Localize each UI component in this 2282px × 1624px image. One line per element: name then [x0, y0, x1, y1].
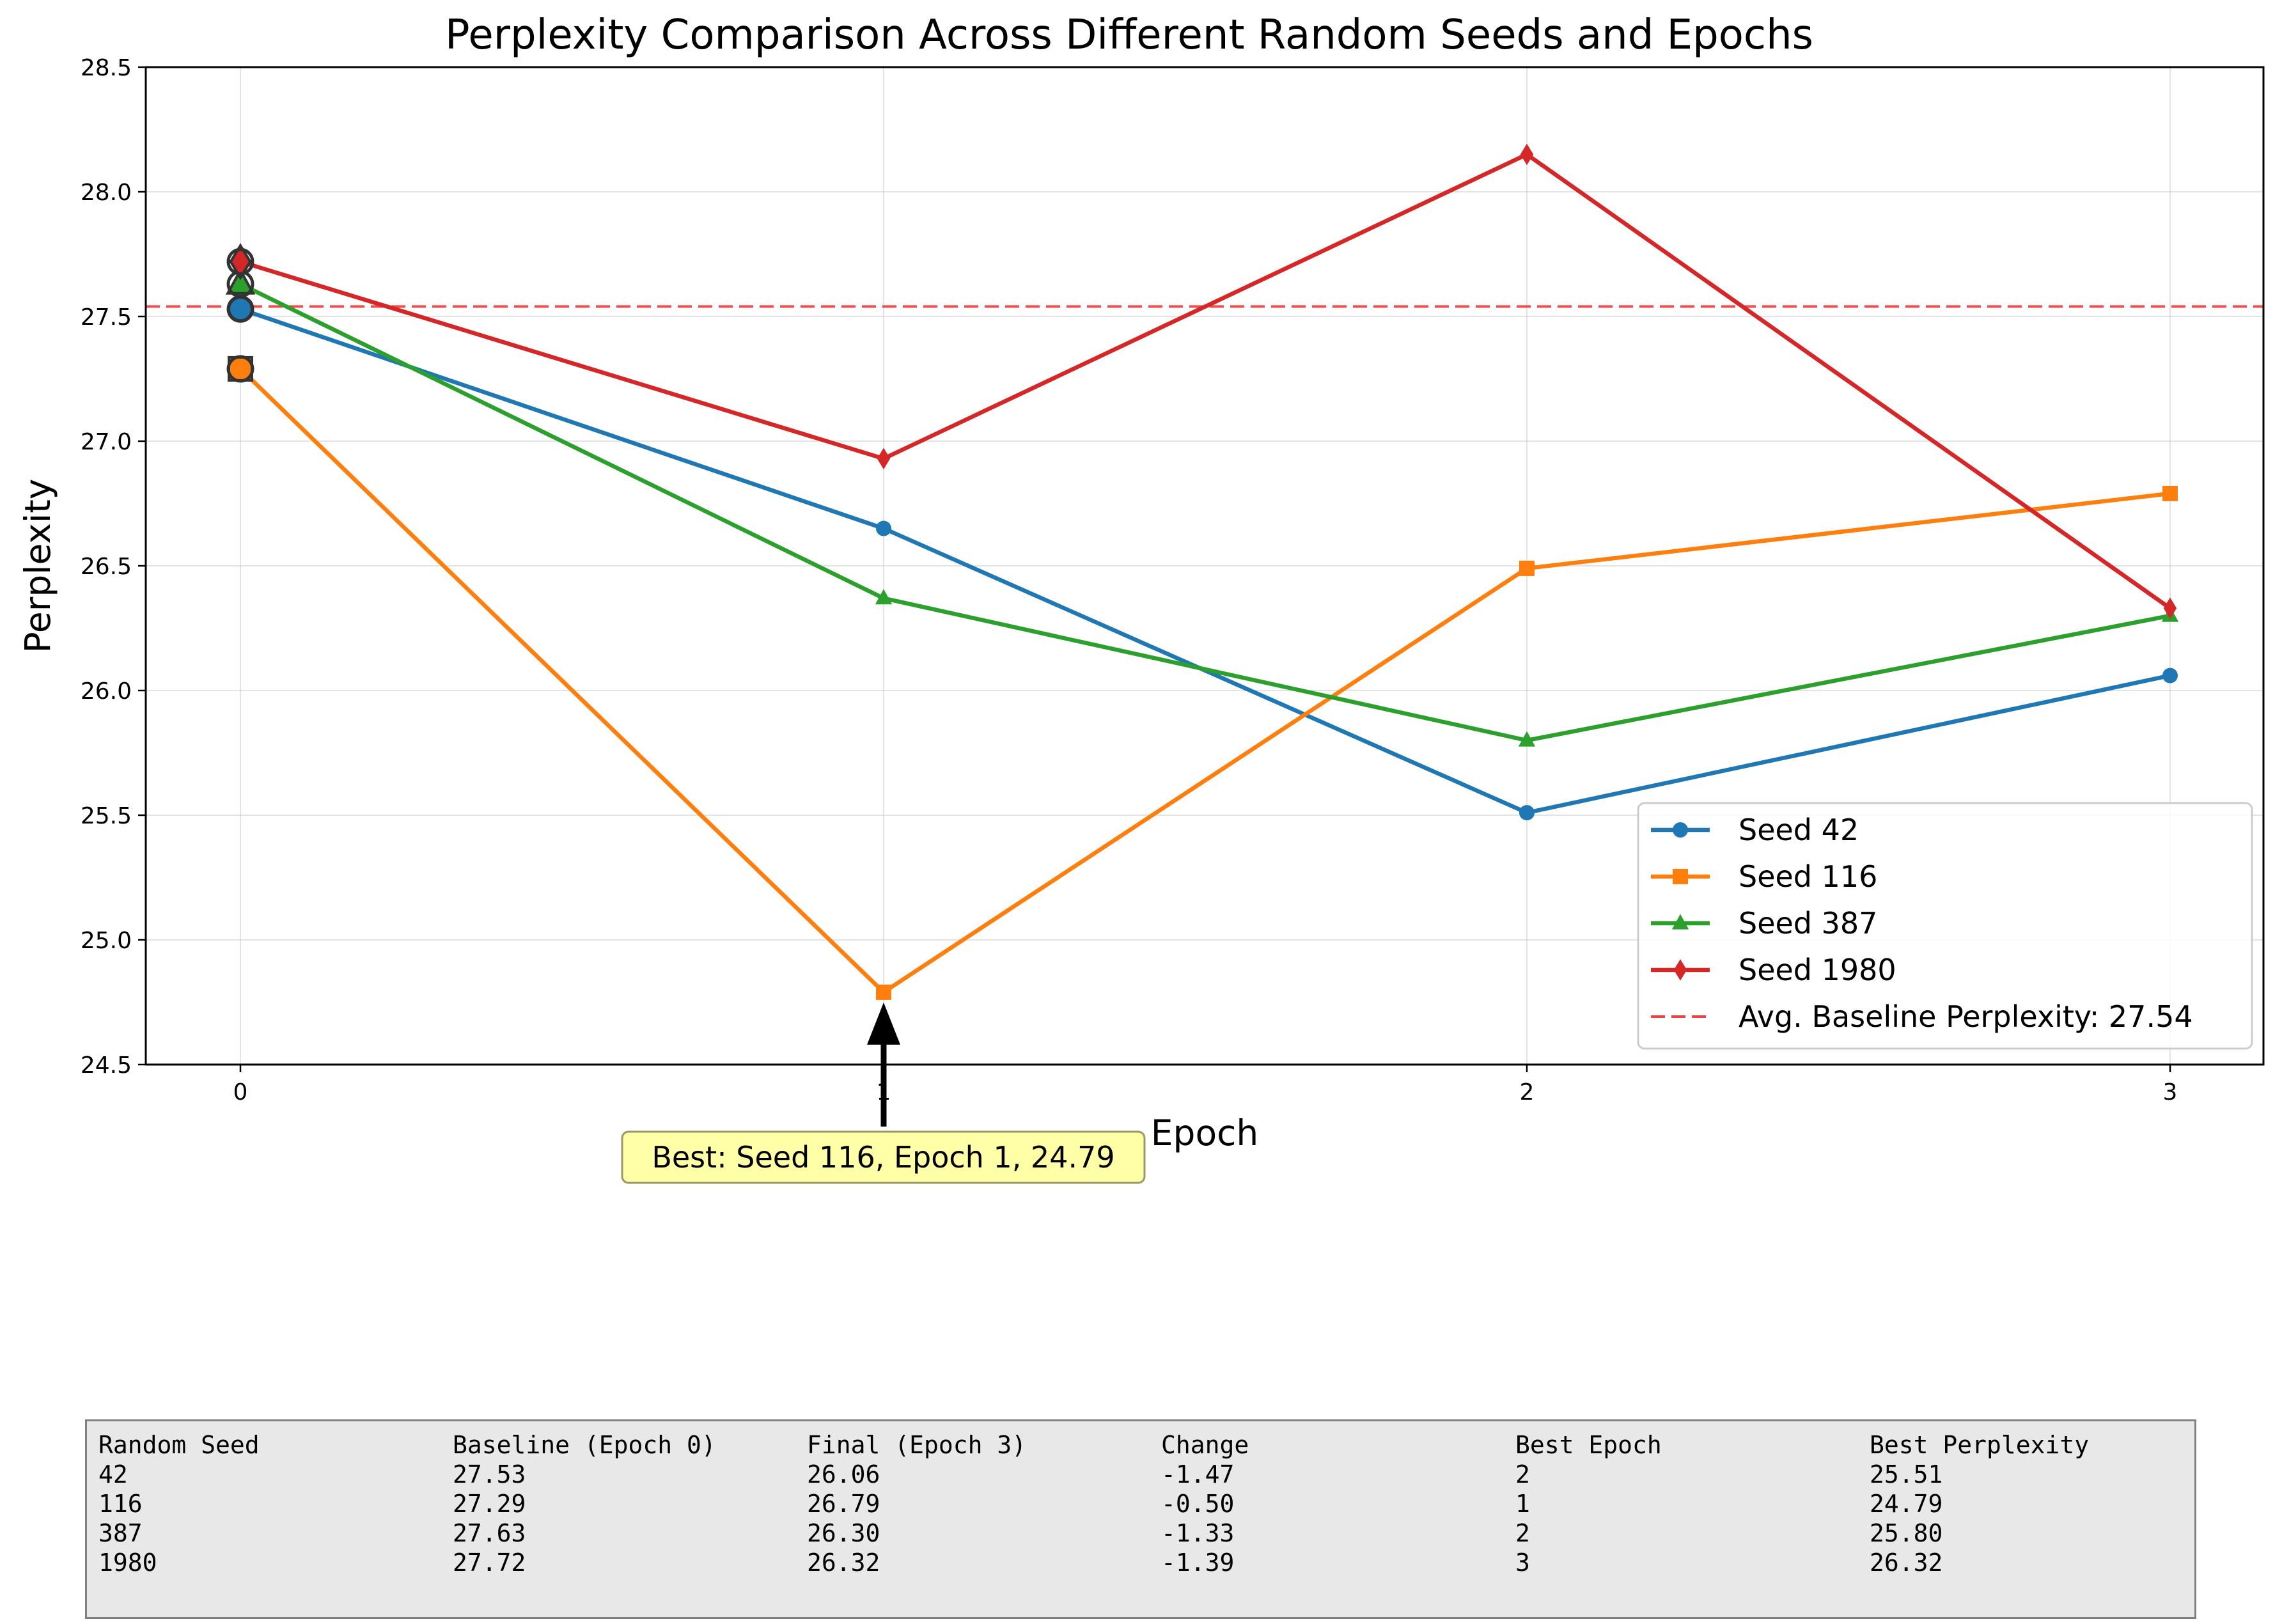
- table-row: 1980 27.72 26.32 -1.39 3 26.32: [98, 1548, 2194, 1577]
- table-row: 387 27.63 26.30 -1.33 2 25.80: [98, 1519, 2194, 1548]
- legend-label: Avg. Baseline Perplexity: 27.54: [1739, 999, 2193, 1034]
- table-cell: 1980: [98, 1549, 157, 1577]
- series-point: [229, 243, 252, 281]
- annotation-box: [621, 1130, 1146, 1184]
- series-layer: [225, 143, 2179, 1000]
- series-point-highlight: [226, 247, 254, 276]
- x-tick-label: 0: [233, 1079, 248, 1105]
- table-cell: 25.80: [1870, 1519, 1943, 1547]
- table-cell: 27.72: [453, 1549, 526, 1577]
- series-point: [225, 267, 256, 295]
- y-tick-label: 28.5: [81, 55, 132, 81]
- series-point: [876, 984, 891, 1000]
- table-cell: 387: [98, 1519, 143, 1547]
- chart-title: Perplexity Comparison Across Different R…: [445, 12, 1813, 59]
- table-cell: 27.63: [453, 1519, 526, 1547]
- table-header-cell: Best Epoch: [1515, 1431, 1662, 1459]
- y-tick-label: 24.5: [81, 1052, 132, 1079]
- best-annotation: Best: Seed 116, Epoch 1, 24.79: [621, 1002, 1146, 1184]
- x-tick-label: 2: [1520, 1079, 1535, 1105]
- x-tick-label: 3: [2163, 1079, 2178, 1105]
- table-cell: 27.53: [453, 1460, 526, 1488]
- table-row: 42 27.53 26.06 -1.47 2 25.51: [98, 1460, 2194, 1489]
- table-header-row: Random Seed Baseline (Epoch 0) Final (Ep…: [98, 1430, 2194, 1460]
- annotation-label: Best: Seed 116, Epoch 1, 24.79: [652, 1140, 1114, 1175]
- table-cell: 1: [1515, 1490, 1530, 1518]
- table-cell: 25.51: [1870, 1460, 1943, 1488]
- table-cell: 24.79: [1870, 1490, 1943, 1518]
- legend-marker: [1673, 822, 1688, 838]
- series-point: [2162, 485, 2178, 501]
- series-point: [1519, 805, 1535, 821]
- table-cell: 2: [1515, 1519, 1530, 1547]
- series-line: [239, 307, 2171, 815]
- series-point: [876, 520, 891, 536]
- summary-table: Random Seed Baseline (Epoch 0) Final (Ep…: [85, 1419, 2196, 1619]
- annotation-arrow-head: [867, 1002, 900, 1045]
- legend-label: Seed 116: [1739, 859, 1877, 894]
- series-point: [1520, 143, 1534, 166]
- table-cell: 116: [98, 1490, 143, 1518]
- legend-label: Seed 42: [1739, 813, 1859, 847]
- legend-marker: [1673, 869, 1688, 884]
- series-line: [240, 152, 2171, 610]
- table-cell: 26.32: [807, 1549, 880, 1577]
- table-row: 116 27.29 26.79 -0.50 1 24.79: [98, 1489, 2194, 1519]
- axis-layer: 24.525.025.526.026.527.027.528.028.50123: [81, 55, 2178, 1105]
- y-axis-title: Perplexity: [17, 479, 58, 653]
- table-header-cell: Final (Epoch 3): [807, 1431, 1027, 1459]
- legend: Seed 42 Seed 116 Seed 387 Seed 1980 Avg. Bas…: [1637, 802, 2253, 1050]
- table-header-cell: Best Perplexity: [1870, 1431, 2090, 1459]
- legend-label: Seed 1980: [1739, 953, 1896, 987]
- x-axis-title: Epoch: [1151, 1113, 1258, 1153]
- table-header-cell: Change: [1161, 1431, 1249, 1459]
- table-cell: 26.32: [1870, 1549, 1943, 1577]
- series-point: [875, 589, 893, 605]
- y-tick-label: 25.5: [81, 803, 132, 829]
- table-cell: -0.50: [1161, 1490, 1235, 1518]
- y-tick-label: 25.0: [81, 928, 132, 954]
- table-cell: -1.47: [1161, 1460, 1235, 1488]
- legend-marker: [1671, 914, 1689, 930]
- series-line: [238, 367, 2171, 995]
- legend-marker: [1673, 959, 1687, 981]
- y-tick-label: 27.5: [81, 304, 132, 331]
- y-tick-label: 26.5: [81, 554, 132, 580]
- series-point: [877, 448, 891, 470]
- table-cell: 26.30: [807, 1519, 880, 1547]
- series-point: [2162, 668, 2178, 683]
- table-cell: 3: [1515, 1549, 1530, 1577]
- series-point-highlight: [226, 355, 254, 383]
- table-cell: 26.06: [807, 1460, 880, 1488]
- series-point: [2163, 597, 2177, 620]
- table-cell: 27.29: [453, 1490, 526, 1518]
- y-tick-label: 27.0: [81, 429, 132, 455]
- legend-box: [1637, 802, 2253, 1050]
- table-cell: 42: [98, 1460, 128, 1488]
- table-cell: 26.79: [807, 1490, 880, 1518]
- y-tick-label: 26.0: [81, 678, 132, 705]
- series-point: [1518, 731, 1536, 747]
- table-header-cell: Baseline (Epoch 0): [453, 1431, 716, 1459]
- series-point: [1519, 560, 1535, 576]
- table-header-cell: Random Seed: [98, 1431, 260, 1459]
- table-cell: -1.39: [1161, 1549, 1235, 1577]
- y-tick-label: 28.0: [81, 180, 132, 206]
- table-cell: -1.33: [1161, 1519, 1235, 1547]
- table-cell: 2: [1515, 1460, 1530, 1488]
- series-line: [239, 282, 2171, 743]
- legend-label: Seed 387: [1739, 906, 1877, 941]
